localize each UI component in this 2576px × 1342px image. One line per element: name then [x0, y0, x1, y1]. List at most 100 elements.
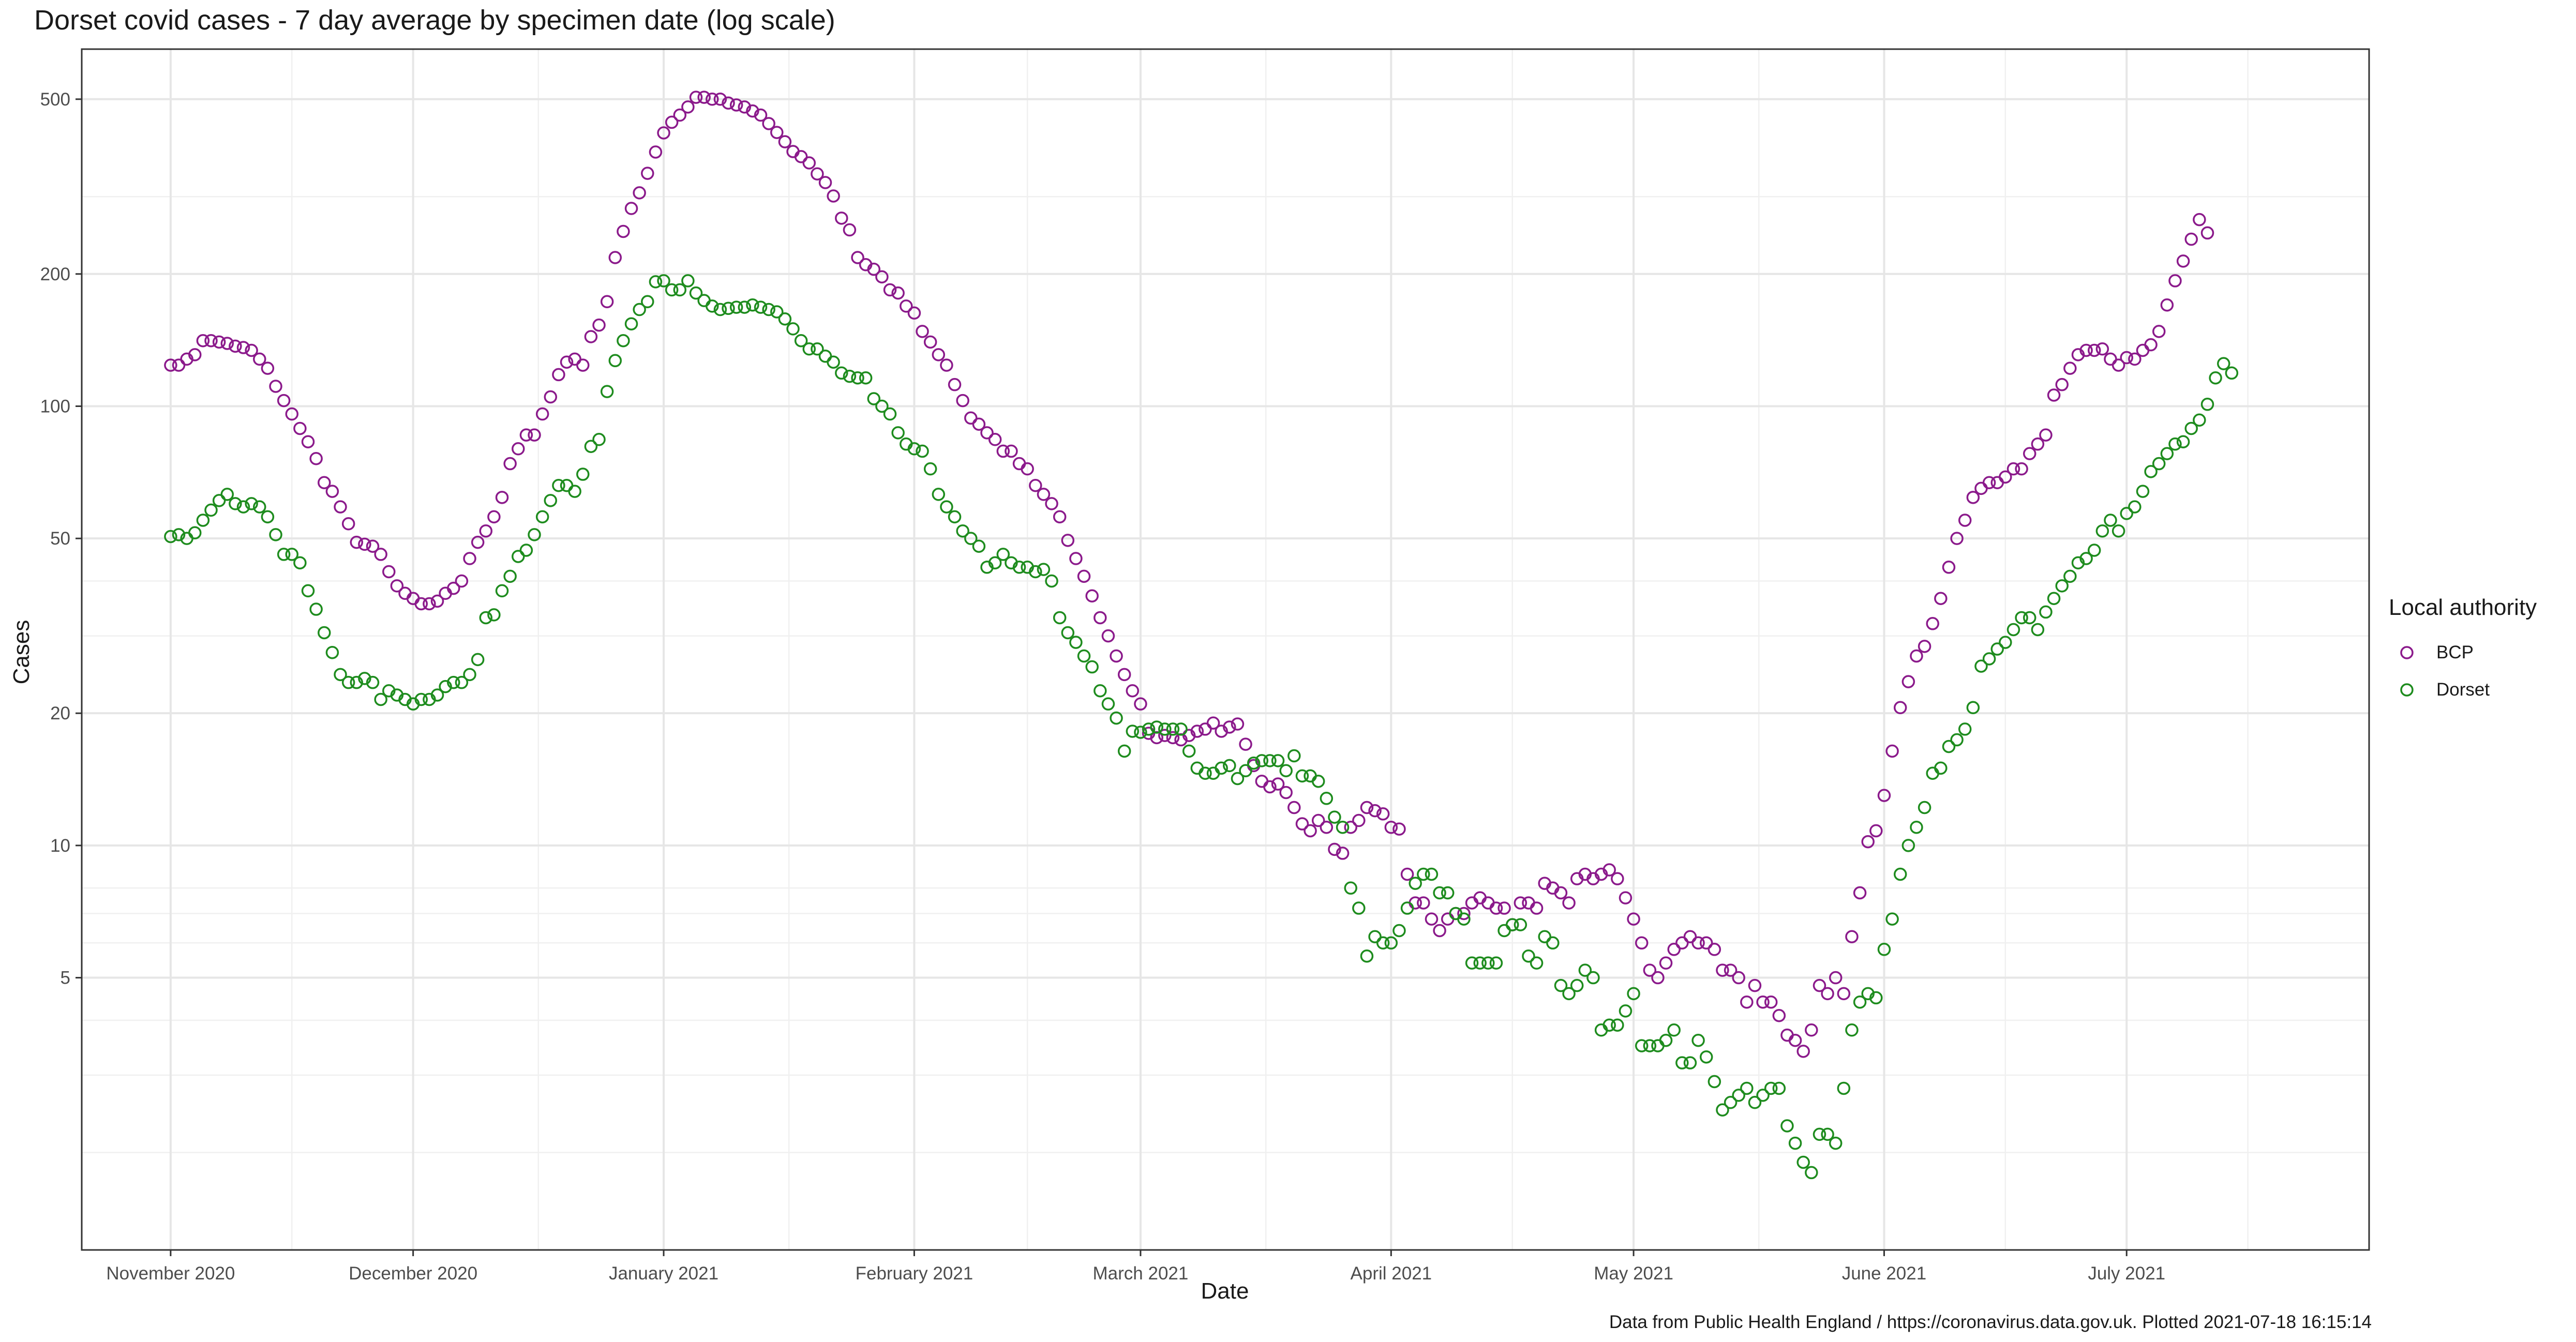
point-dorset — [608, 354, 622, 368]
point-bcp — [778, 135, 792, 148]
point-dorset — [988, 556, 1002, 570]
point-bcp — [2193, 213, 2206, 227]
point-bcp — [277, 394, 291, 408]
point-bcp — [1005, 444, 1018, 458]
point-bcp — [1562, 896, 1576, 910]
point-dorset — [2047, 592, 2061, 606]
point-dorset — [948, 510, 962, 524]
point-bcp — [164, 358, 177, 372]
point-bcp — [673, 108, 687, 122]
point-dorset — [1489, 956, 1503, 970]
point-bcp — [229, 339, 242, 353]
point-bcp — [624, 202, 638, 215]
series-bcp — [164, 91, 2214, 1058]
point-bcp — [1829, 971, 1843, 985]
point-bcp — [964, 411, 978, 425]
point-bcp — [916, 325, 929, 338]
point-bcp — [1821, 987, 1834, 1001]
point-dorset — [1199, 766, 1212, 780]
point-bcp — [907, 306, 921, 320]
point-bcp — [1134, 697, 1147, 711]
point-bcp — [706, 93, 719, 106]
point-dorset — [1619, 1004, 1633, 1018]
point-dorset — [1053, 611, 1067, 625]
point-dorset — [253, 500, 266, 514]
point-dorset — [835, 366, 848, 380]
point-dorset — [665, 283, 679, 297]
point-dorset — [1772, 1081, 1786, 1095]
point-bcp — [447, 581, 460, 595]
point-bcp — [1384, 820, 1398, 834]
point-dorset — [2168, 437, 2182, 451]
point-bcp — [948, 378, 962, 391]
point-bcp — [2168, 274, 2182, 288]
point-bcp — [2039, 428, 2053, 442]
point-bcp — [1094, 611, 1107, 625]
point-dorset — [2128, 500, 2141, 514]
point-bcp — [519, 428, 533, 442]
point-bcp — [1877, 789, 1891, 802]
point-dorset — [1360, 949, 1374, 963]
point-bcp — [1788, 1033, 1802, 1047]
point-dorset — [867, 392, 881, 405]
point-dorset — [2039, 605, 2053, 619]
point-bcp — [657, 126, 670, 140]
point-dorset — [891, 426, 905, 440]
point-bcp — [318, 476, 331, 489]
point-bcp — [713, 93, 727, 106]
point-dorset — [859, 371, 873, 385]
point-dorset — [786, 322, 800, 336]
point-dorset — [1279, 764, 1293, 777]
point-bcp — [1053, 510, 1067, 524]
point-bcp — [1659, 956, 1673, 970]
point-dorset — [972, 539, 986, 553]
point-bcp — [1805, 1023, 1818, 1037]
point-dorset — [2136, 485, 2150, 498]
y-tick-label: 20 — [50, 703, 70, 723]
point-dorset — [576, 468, 590, 481]
point-bcp — [1021, 462, 1034, 476]
point-dorset — [1611, 1018, 1624, 1032]
point-dorset — [633, 303, 646, 316]
point-dorset — [1263, 754, 1277, 767]
point-dorset — [689, 286, 703, 300]
point-dorset — [1546, 936, 1560, 950]
point-bcp — [1635, 936, 1649, 950]
point-dorset — [1069, 636, 1083, 649]
point-bcp — [827, 189, 840, 203]
point-bcp — [463, 552, 476, 565]
point-bcp — [212, 335, 226, 349]
x-tick-label: February 2021 — [856, 1263, 974, 1284]
point-bcp — [1368, 804, 1382, 818]
point-bcp — [633, 186, 646, 200]
point-dorset — [1853, 995, 1867, 1009]
x-axis: November 2020 December 2020 January 2021 Fe… — [106, 1250, 2165, 1284]
point-dorset — [2225, 366, 2239, 380]
point-dorset — [746, 298, 759, 312]
point-dorset — [236, 500, 250, 514]
point-bcp — [1061, 534, 1075, 547]
point-dorset — [204, 503, 218, 517]
point-dorset — [1675, 1056, 1689, 1069]
point-dorset — [1837, 1081, 1851, 1095]
point-bcp — [900, 299, 913, 313]
point-bcp — [2095, 342, 2109, 356]
point-dorset — [722, 301, 735, 315]
point-dorset — [1813, 1127, 1826, 1141]
point-bcp — [285, 407, 299, 421]
point-bcp — [455, 574, 469, 588]
point-dorset — [1085, 660, 1099, 674]
point-bcp — [1530, 901, 1544, 915]
point-bcp — [923, 335, 937, 349]
point-dorset — [512, 550, 525, 563]
point-bcp — [1190, 725, 1204, 738]
point-bcp — [1942, 561, 1956, 574]
point-dorset — [1627, 987, 1640, 1001]
point-dorset — [600, 385, 614, 398]
point-bcp — [2023, 447, 2036, 460]
point-dorset — [1918, 801, 1931, 815]
point-bcp — [2160, 298, 2174, 312]
point-dorset — [2176, 435, 2190, 448]
point-dorset — [220, 488, 234, 501]
point-dorset — [2079, 552, 2093, 565]
